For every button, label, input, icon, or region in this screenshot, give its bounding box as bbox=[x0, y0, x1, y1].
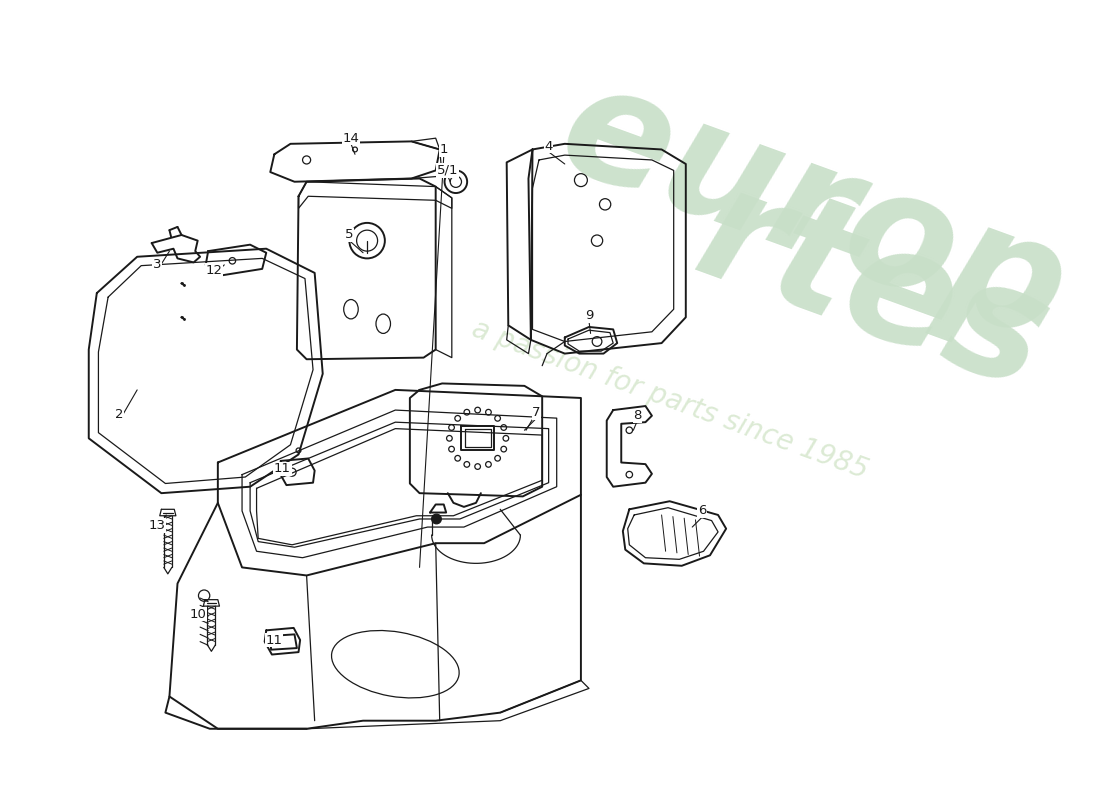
Text: 3: 3 bbox=[153, 258, 162, 271]
Circle shape bbox=[431, 514, 441, 524]
Text: europ: europ bbox=[540, 50, 1087, 374]
Text: a passion for parts since 1985: a passion for parts since 1985 bbox=[468, 315, 872, 485]
Text: 5: 5 bbox=[345, 229, 353, 242]
Text: 9: 9 bbox=[585, 309, 593, 322]
Text: 10: 10 bbox=[189, 608, 206, 621]
Text: 1: 1 bbox=[440, 143, 448, 156]
Text: 2: 2 bbox=[116, 408, 123, 421]
Text: rtes: rtes bbox=[678, 154, 1068, 423]
Text: 11: 11 bbox=[274, 462, 290, 475]
Text: 5/1: 5/1 bbox=[437, 164, 459, 177]
Text: 14: 14 bbox=[342, 132, 360, 145]
Text: 6: 6 bbox=[697, 505, 706, 518]
Text: 12: 12 bbox=[206, 264, 222, 277]
Text: 7: 7 bbox=[532, 406, 541, 419]
Text: 8: 8 bbox=[634, 410, 641, 422]
Text: 11: 11 bbox=[266, 634, 283, 646]
Text: 13: 13 bbox=[148, 519, 166, 532]
Text: 4: 4 bbox=[544, 140, 553, 153]
